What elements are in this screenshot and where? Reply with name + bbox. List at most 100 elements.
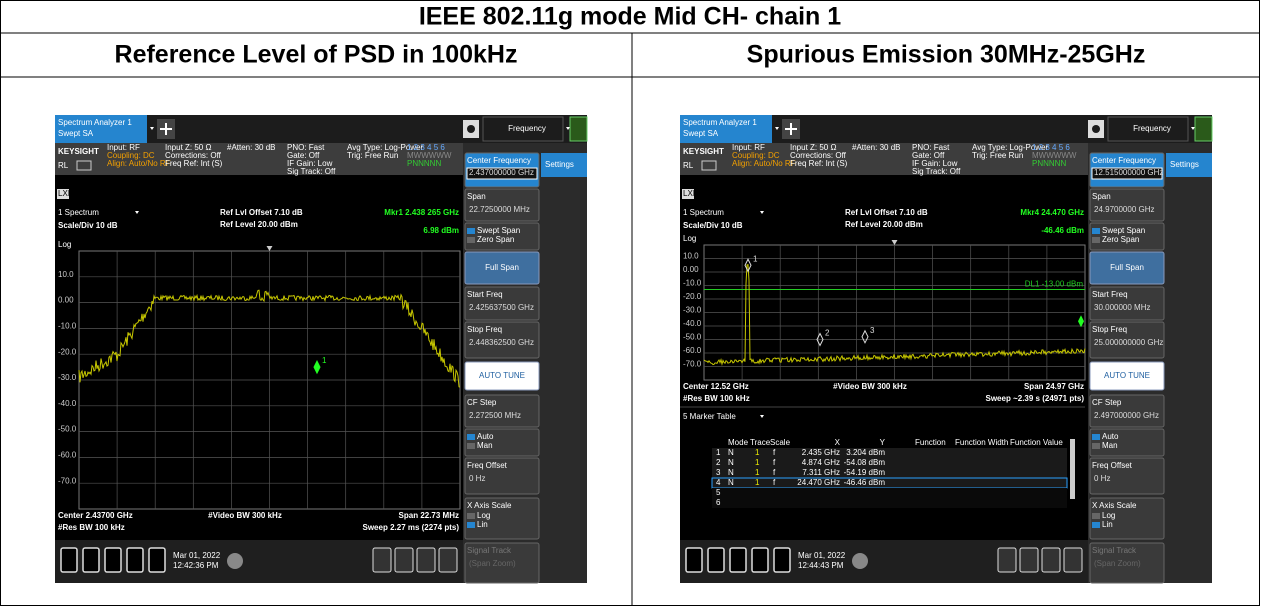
table-cell: f [773,468,776,477]
table-cell: -54.19 dBm [844,468,886,477]
status-icon [569,116,588,142]
status-text: #Atten: 30 dB [227,143,275,152]
row-bg [712,498,1067,508]
taskbar-icon [126,547,144,573]
softkey-option: Log [1102,511,1115,520]
table-cell: f [773,448,776,457]
row-index: 6 [716,498,721,507]
y-tick-label: -50.0 [58,425,77,434]
softkey [464,321,540,359]
footer: Center 12.52 GHz [683,382,749,391]
softkey-label: Span [467,192,486,201]
softkey-value: (Span Zoom) [469,559,516,568]
option-indicator [467,228,475,234]
softkey-option: Man [477,441,493,450]
status-text: Align: Auto/No RF [107,159,171,168]
softkey [464,188,540,222]
softkey-label: Center Frequency [1092,156,1156,165]
status-text: MWWWWW [407,151,452,160]
softkey [464,497,540,540]
softkey-button [1089,361,1165,391]
dropdown [760,211,764,214]
footer: Sweep 2.27 ms (2274 pts) [363,523,460,532]
status-text: Trig: Free Run [972,151,1023,160]
row-index: 3 [716,468,721,477]
softkey [464,428,540,457]
status-bar [680,143,1088,175]
status-text: PNO: Fast [912,143,950,152]
row-index: 1 [716,448,721,457]
settings-tab-label: Settings [1170,160,1199,169]
option-indicator [1092,228,1100,234]
table-cell: 1 [755,448,760,457]
option-indicator [1092,237,1100,243]
softkey [1089,542,1165,584]
option-indicator [467,434,475,440]
softkey-value: 2.448362500 GHz [469,338,534,347]
taskbar-icon [438,547,458,573]
softkey [464,394,540,428]
table-cell: 24.470 GHz [797,478,840,487]
softkey [1089,394,1165,428]
softkey-option: Zero Span [1102,235,1139,244]
softkey-label: AUTO TUNE [479,371,525,380]
y-tick-label: -10.0 [683,279,702,288]
status-text: Gate: Off [912,151,945,160]
status-text: Coupling: DC [107,151,155,160]
y-tick-label: -20.0 [58,347,77,356]
row-index: 5 [716,488,721,497]
scale-div: Scale/Div 10 dB [58,221,118,230]
status-text: Sig Track: Off [912,167,961,176]
y-tick-label: 10.0 [58,270,74,279]
window-label: 1 Spectrum [58,208,99,217]
marker-value: -46.46 dBm [1041,226,1084,235]
icon [701,160,717,171]
row-bg [712,488,1067,498]
taskbar-icon [997,547,1017,573]
option-indicator [1092,443,1100,449]
footer: #Video BW 300 kHz [208,511,282,520]
scale-div: Scale/Div 10 dB [683,221,743,230]
softkey-label: CF Step [467,398,497,407]
y-unit: Log [683,234,696,243]
y-tick-label: 0.00 [58,296,74,305]
trace [703,263,1086,366]
softkey-label: Stop Freq [467,325,502,334]
status-text: Input: RF [107,143,140,152]
marker-diamond [313,359,321,375]
softkey-option: Lin [1102,520,1113,529]
taskbar-icon [394,547,414,573]
menu-button [1107,116,1189,142]
softkey [464,457,540,495]
row-bg [711,477,1068,489]
ref-offset: Ref Lvl Offset 7.10 dB [220,208,303,217]
y-tick-label: -30.0 [58,373,77,382]
tab-mode: Swept SA [683,129,719,138]
ref-level: Ref Level 20.00 dBm [220,220,298,229]
rl: RL [683,161,694,170]
y-tick-label: -70.0 [58,476,77,485]
display-line-label: DL1 -13.00 dBm [1025,280,1084,289]
taskbar-icon [1019,547,1039,573]
y-tick-label: -50.0 [683,333,702,342]
status-text: 1 2 3 4 5 6 [407,143,445,152]
menu: Frequency [1133,124,1171,133]
softkey [464,222,540,251]
row-bg [712,468,1067,478]
footer: #Res BW 100 kHz [58,523,125,532]
status-text: Sig Track: Off [287,167,336,176]
row-bg [712,458,1067,468]
softkey [1089,222,1165,251]
value-box [466,167,538,180]
tab [55,115,147,143]
softkey-label: Stop Freq [1092,325,1127,334]
time: 12:44:43 PM [798,561,844,570]
keyboard-icon [852,553,868,569]
softkey-label: Span [1092,192,1111,201]
y-tick-label: -60.0 [683,346,702,355]
scrollbar [1070,439,1075,499]
lxi: LXI [683,189,695,198]
softkey [464,286,540,321]
table-header: Function Width [955,438,1008,447]
